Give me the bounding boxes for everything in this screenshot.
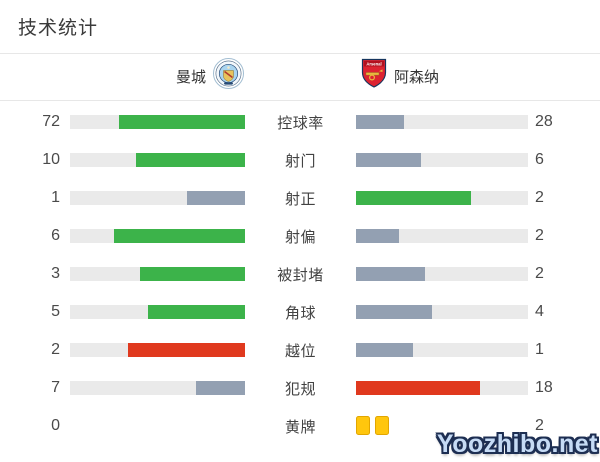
stat-label: 黄牌 bbox=[284, 418, 316, 436]
away-bar-track bbox=[356, 343, 528, 357]
away-bar-track bbox=[356, 115, 528, 129]
home-stat-value: 1 bbox=[51, 189, 60, 206]
home-stat-value: 6 bbox=[51, 227, 60, 244]
away-bar-track bbox=[356, 267, 528, 281]
home-bar-track bbox=[70, 305, 245, 319]
away-bar-track bbox=[356, 191, 528, 205]
home-stat-value: 7 bbox=[51, 379, 60, 396]
away-bar-fill bbox=[356, 229, 399, 243]
home-team: 曼城 bbox=[176, 57, 244, 95]
stat-label: 越位 bbox=[284, 342, 316, 360]
stat-label: 射偏 bbox=[284, 228, 316, 246]
yellow-card-icon bbox=[356, 416, 370, 435]
home-bar-fill bbox=[147, 305, 245, 319]
svg-text:Arsenal: Arsenal bbox=[366, 61, 381, 66]
away-bar-track bbox=[356, 416, 528, 435]
away-stat-value: 2 bbox=[535, 189, 544, 206]
stat-label: 控球率 bbox=[277, 114, 324, 132]
away-bar-track bbox=[356, 381, 528, 395]
home-bar-track bbox=[70, 115, 245, 129]
teams-header: 曼城 Arsenal 阿森纳 bbox=[0, 57, 600, 95]
stat-label: 被封堵 bbox=[277, 266, 324, 284]
stat-row: 2 越位 1 bbox=[0, 331, 600, 369]
yellow-card-icon bbox=[375, 416, 389, 435]
page-title: 技术统计 bbox=[18, 18, 99, 39]
stat-label: 犯规 bbox=[284, 380, 316, 398]
home-bar-fill bbox=[135, 153, 245, 167]
away-stat-value: 6 bbox=[535, 151, 544, 168]
home-bar-fill bbox=[140, 267, 245, 281]
home-bar-fill bbox=[113, 229, 245, 243]
home-bar-fill bbox=[128, 343, 245, 357]
stat-label: 射门 bbox=[284, 152, 316, 170]
away-stat-value: 2 bbox=[535, 227, 544, 244]
away-stat-value: 2 bbox=[535, 265, 544, 282]
away-bar-track bbox=[356, 153, 528, 167]
stat-label: 射正 bbox=[284, 190, 316, 208]
stat-label: 角球 bbox=[284, 304, 316, 322]
home-bar-fill bbox=[119, 115, 245, 129]
away-stat-value: 18 bbox=[535, 379, 553, 396]
yellow-cards-group bbox=[356, 416, 389, 435]
away-bar-fill bbox=[356, 381, 480, 395]
arsenal-crest-icon: Arsenal bbox=[361, 58, 387, 94]
stat-row: 3 被封堵 2 bbox=[0, 255, 600, 293]
stat-row: 1 射正 2 bbox=[0, 179, 600, 217]
away-bar-track bbox=[356, 229, 528, 243]
home-stat-value: 5 bbox=[51, 303, 60, 320]
home-bar-fill bbox=[196, 381, 245, 395]
away-stat-value: 28 bbox=[535, 113, 553, 130]
home-bar-track bbox=[70, 229, 245, 243]
away-bar-track bbox=[356, 305, 528, 319]
divider bbox=[0, 53, 600, 54]
manchester-city-crest-icon bbox=[213, 58, 244, 94]
stats-table: 72 控球率 28 10 射门 6 1 射正 2 bbox=[0, 103, 600, 445]
home-team-name: 曼城 bbox=[175, 68, 206, 86]
home-bar-track bbox=[70, 267, 245, 281]
stat-row: 0 黄牌 2 bbox=[0, 407, 600, 445]
away-bar-fill bbox=[356, 343, 414, 357]
stat-row: 6 射偏 2 bbox=[0, 217, 600, 255]
home-stat-value: 10 bbox=[42, 151, 60, 168]
away-bar-fill bbox=[356, 191, 471, 205]
away-stat-value: 2 bbox=[535, 417, 544, 434]
stat-row: 7 犯规 18 bbox=[0, 369, 600, 407]
away-bar-fill bbox=[356, 267, 425, 281]
home-stat-value: 2 bbox=[51, 341, 60, 358]
home-bar-fill bbox=[186, 191, 245, 205]
away-bar-fill bbox=[356, 115, 405, 129]
home-stat-value: 3 bbox=[51, 265, 60, 282]
home-stat-value: 72 bbox=[42, 113, 60, 130]
stat-row: 5 角球 4 bbox=[0, 293, 600, 331]
home-bar-track bbox=[70, 343, 245, 357]
away-team-name: 阿森纳 bbox=[394, 68, 440, 86]
stat-row: 10 射门 6 bbox=[0, 141, 600, 179]
away-stat-value: 4 bbox=[535, 303, 544, 320]
home-bar-track bbox=[70, 153, 245, 167]
stat-row: 72 控球率 28 bbox=[0, 103, 600, 141]
watermark: Yoozhibo.net bbox=[436, 430, 598, 458]
home-bar-track bbox=[70, 381, 245, 395]
away-bar-fill bbox=[356, 153, 421, 167]
home-bar-track bbox=[70, 191, 245, 205]
away-stat-value: 1 bbox=[535, 341, 544, 358]
away-bar-fill bbox=[356, 305, 433, 319]
away-team: Arsenal 阿森纳 bbox=[361, 57, 439, 95]
divider bbox=[0, 100, 600, 101]
home-stat-value: 0 bbox=[51, 417, 60, 434]
home-bar-track bbox=[70, 419, 245, 433]
